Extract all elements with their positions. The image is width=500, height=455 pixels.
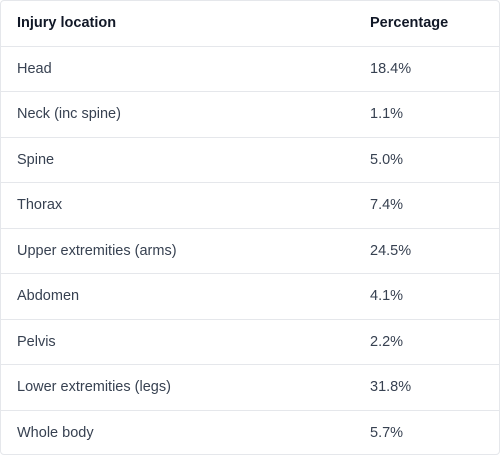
cell-percentage: 4.1% — [354, 273, 499, 320]
table-row: Spine 5.0% — [1, 137, 499, 183]
header-percentage: Percentage — [354, 1, 499, 47]
cell-location: Upper extremities (arms) — [1, 228, 354, 274]
table-row: Upper extremities (arms) 24.5% — [1, 228, 499, 274]
cell-percentage: 2.2% — [354, 319, 499, 365]
cell-percentage: 5.0% — [354, 137, 499, 183]
cell-percentage: 1.1% — [354, 91, 499, 138]
header-row: Injury location Percentage — [1, 1, 499, 47]
cell-location: Neck (inc spine) — [1, 91, 354, 138]
cell-percentage: 31.8% — [354, 364, 499, 411]
table-row: Pelvis 2.2% — [1, 319, 499, 365]
cell-location: Spine — [1, 137, 354, 183]
cell-percentage: 24.5% — [354, 228, 499, 274]
table-row: Head 18.4% — [1, 46, 499, 92]
table-row: Neck (inc spine) 1.1% — [1, 91, 499, 138]
table-row: Lower extremities (legs) 31.8% — [1, 364, 499, 411]
header-injury-location: Injury location — [1, 1, 354, 47]
table-body: Head 18.4% Neck (inc spine) 1.1% Spine 5… — [1, 46, 499, 454]
table-row: Whole body 5.7% — [1, 410, 499, 454]
table-row: Thorax 7.4% — [1, 182, 499, 229]
cell-location: Pelvis — [1, 319, 354, 365]
cell-percentage: 5.7% — [370, 425, 404, 441]
cell-location: Thorax — [1, 182, 354, 229]
cell-percentage: 18.4% — [354, 46, 499, 92]
cell-location: Lower extremities (legs) — [1, 364, 354, 411]
cell-location: Abdomen — [1, 273, 354, 320]
table-header: Injury location Percentage — [1, 1, 499, 47]
cell-location: Head — [1, 46, 354, 92]
table-row: Abdomen 4.1% — [1, 273, 499, 320]
cell-location: Whole body — [17, 425, 94, 441]
cell-percentage: 7.4% — [354, 182, 499, 229]
